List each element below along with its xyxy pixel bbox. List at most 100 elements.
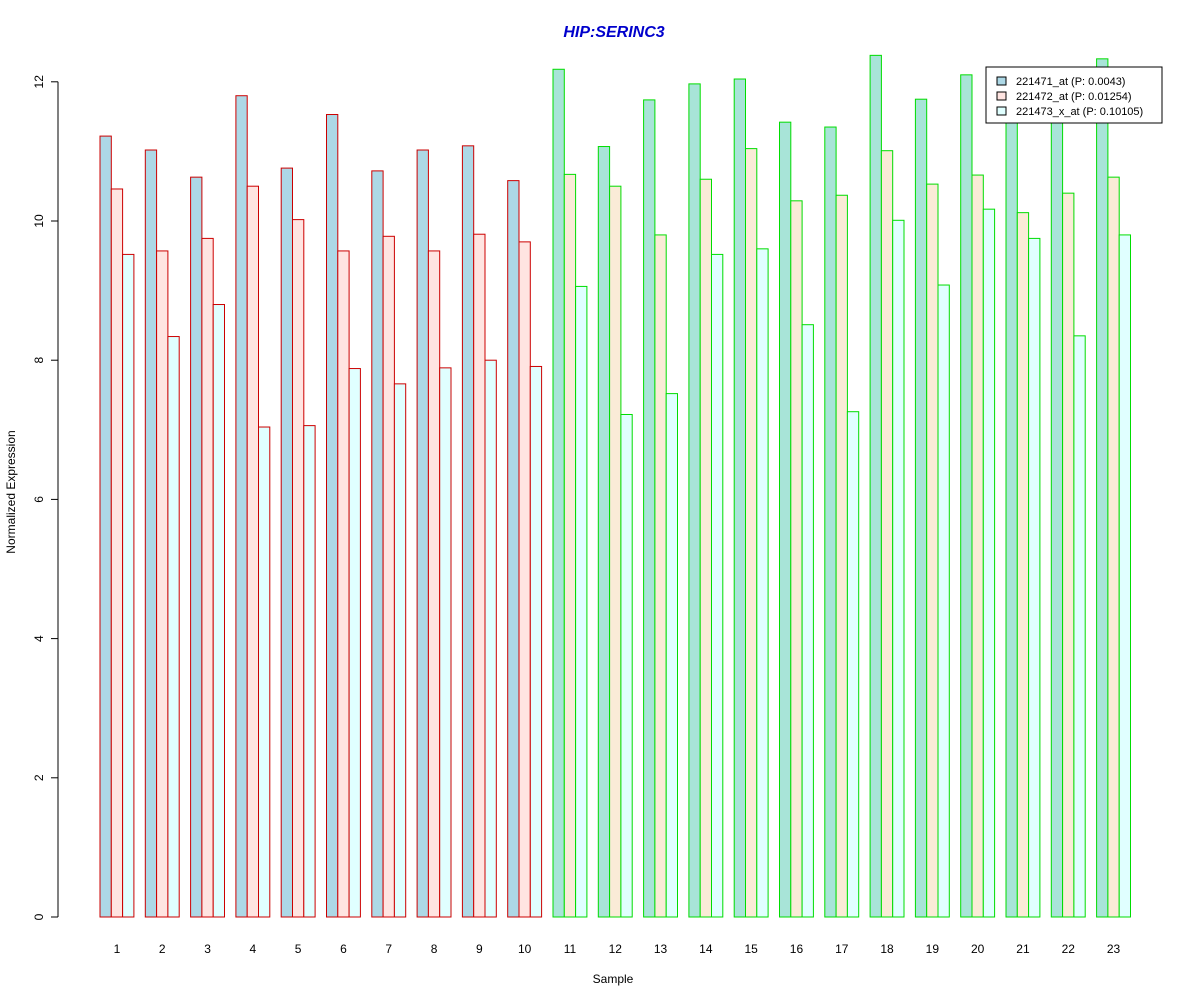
bar-sample-7-series-3 xyxy=(393,383,407,918)
bar-sample-4-series-2 xyxy=(246,185,259,918)
bar-sample-11-series-2 xyxy=(563,173,577,918)
bar-sample-6-series-1 xyxy=(326,114,339,918)
bar-sample-13-series-3 xyxy=(665,393,679,918)
bar-sample-12-series-2 xyxy=(609,185,622,918)
bar-sample-18-series-1 xyxy=(869,54,882,918)
bar-sample-10-series-1 xyxy=(507,180,520,918)
bar-sample-1-series-3 xyxy=(122,253,135,918)
legend-label: 221473_x_at (P: 0.10105) xyxy=(1016,106,1143,118)
bar-sample-15-series-1 xyxy=(733,78,747,918)
bar-sample-10-series-3 xyxy=(529,365,543,918)
x-tick-label: 17 xyxy=(835,942,849,956)
x-tick-label: 19 xyxy=(926,942,940,956)
legend: 221471_at (P: 0.0043) 221472_at (P: 0.012… xyxy=(985,66,1163,124)
x-tick-label: 18 xyxy=(880,942,894,956)
bar-sample-22-series-2 xyxy=(1062,192,1075,918)
bar-sample-6-series-3 xyxy=(348,368,361,918)
bar-sample-1-series-1 xyxy=(99,135,112,918)
bar-sample-18-series-2 xyxy=(880,150,894,918)
bars-group xyxy=(99,54,1131,918)
bar-sample-11-series-1 xyxy=(552,68,565,918)
x-tick-label: 4 xyxy=(250,942,257,956)
x-tick-label: 8 xyxy=(431,942,438,956)
bar-sample-14-series-3 xyxy=(711,253,724,918)
legend-swatch xyxy=(996,106,1007,116)
bar-sample-8-series-1 xyxy=(416,149,429,918)
bar-sample-5-series-3 xyxy=(303,425,316,918)
bar-sample-13-series-1 xyxy=(643,99,656,918)
chart-title: HIP:SERINC3 xyxy=(563,24,664,41)
y-tick-label: 4 xyxy=(32,635,46,642)
x-tick-label: 16 xyxy=(790,942,804,956)
bar-sample-1-series-2 xyxy=(110,188,124,918)
bar-sample-3-series-1 xyxy=(190,176,203,918)
bar-sample-20-series-1 xyxy=(960,74,973,918)
bar-sample-19-series-3 xyxy=(937,284,950,918)
bar-sample-18-series-3 xyxy=(892,219,905,918)
bar-sample-2-series-3 xyxy=(167,336,180,918)
bar-sample-21-series-2 xyxy=(1016,212,1030,918)
x-tick-label: 3 xyxy=(204,942,211,956)
bar-sample-4-series-1 xyxy=(235,95,248,918)
x-tick-label: 1 xyxy=(114,942,121,956)
bar-sample-13-series-2 xyxy=(654,234,667,918)
x-tick-label: 5 xyxy=(295,942,302,956)
bar-sample-17-series-1 xyxy=(824,126,837,918)
bar-sample-21-series-1 xyxy=(1005,116,1018,918)
x-tick-label: 20 xyxy=(971,942,985,956)
bar-sample-20-series-3 xyxy=(982,208,996,918)
bar-sample-9-series-1 xyxy=(461,145,475,918)
y-tick-label: 2 xyxy=(32,774,46,781)
x-tick-label: 11 xyxy=(564,942,577,956)
y-tick-label: 8 xyxy=(32,357,46,364)
bar-sample-12-series-3 xyxy=(620,413,633,918)
y-tick-label: 10 xyxy=(32,214,46,228)
x-tick-label: 9 xyxy=(476,942,483,956)
bar-sample-21-series-3 xyxy=(1028,237,1041,918)
bar-sample-16-series-1 xyxy=(779,121,792,918)
bar-sample-23-series-2 xyxy=(1107,176,1120,918)
bar-sample-3-series-3 xyxy=(212,304,225,918)
y-axis: 0 2 4 6 8 10 12 xyxy=(32,75,59,920)
bar-sample-17-series-2 xyxy=(835,194,848,918)
bar-sample-12-series-1 xyxy=(597,146,611,918)
bar-sample-7-series-1 xyxy=(371,170,384,918)
bar-sample-19-series-1 xyxy=(914,98,928,918)
bar-sample-9-series-3 xyxy=(484,359,497,918)
bar-sample-15-series-3 xyxy=(756,248,769,918)
x-axis-label: Sample xyxy=(593,972,634,986)
bar-sample-4-series-3 xyxy=(258,426,271,918)
y-axis-label: Normalized Expression xyxy=(4,430,18,553)
bar-sample-23-series-3 xyxy=(1118,234,1131,918)
x-tick-label: 23 xyxy=(1107,942,1121,956)
bar-sample-3-series-2 xyxy=(201,237,214,918)
x-tick-label: 22 xyxy=(1062,942,1076,956)
bar-sample-20-series-2 xyxy=(971,174,984,918)
x-tick-labels: 1 2 3 4 5 6 7 8 9 10 11 12 13 14 15 16 17 18 19 20 21 22 23 xyxy=(114,942,1121,956)
x-tick-label: 12 xyxy=(609,942,623,956)
x-tick-label: 14 xyxy=(699,942,713,956)
legend-swatch xyxy=(996,91,1007,101)
bar-sample-8-series-3 xyxy=(439,367,452,918)
bar-sample-11-series-3 xyxy=(575,285,588,918)
bar-sample-16-series-3 xyxy=(801,324,814,918)
bar-sample-16-series-2 xyxy=(790,200,803,918)
x-tick-label: 2 xyxy=(159,942,166,956)
bar-sample-2-series-1 xyxy=(144,149,158,918)
bar-sample-2-series-2 xyxy=(156,250,169,918)
bar-sample-9-series-2 xyxy=(473,233,486,918)
bar-sample-14-series-1 xyxy=(688,83,701,918)
bar-sample-23-series-1 xyxy=(1096,58,1109,918)
bar-sample-6-series-2 xyxy=(337,250,350,918)
x-tick-label: 13 xyxy=(654,942,668,956)
x-tick-label: 15 xyxy=(744,942,758,956)
x-tick-label: 7 xyxy=(385,942,392,956)
bar-sample-5-series-1 xyxy=(280,167,294,918)
bar-sample-15-series-2 xyxy=(745,148,758,918)
y-tick-label: 6 xyxy=(32,496,46,503)
bar-sample-19-series-2 xyxy=(926,183,939,918)
x-tick-label: 10 xyxy=(518,942,532,956)
x-tick-label: 21 xyxy=(1016,942,1030,956)
legend-box xyxy=(985,66,1163,124)
